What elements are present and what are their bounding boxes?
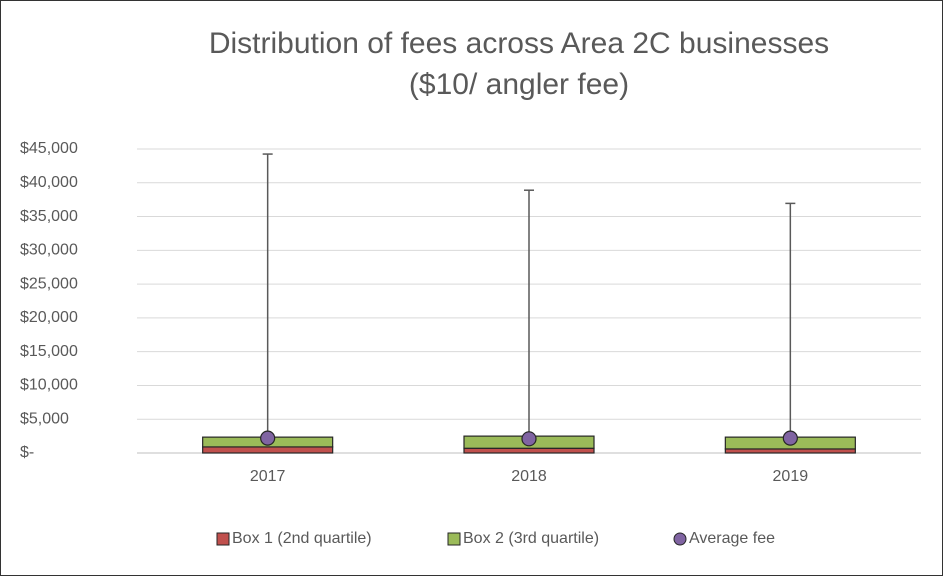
y-tick-label: $5,000 [20,410,69,427]
average-marker [260,430,276,446]
x-tick-label: 2018 [511,468,547,485]
box-segment [724,448,856,454]
y-tick-label: $20,000 [20,309,78,326]
y-tick-label: $40,000 [20,174,78,191]
x-tick-label: 2019 [773,468,809,485]
average-marker [782,430,798,446]
y-tick-label: $- [20,444,34,461]
legend-label: Box 2 (3rd quartile) [463,530,599,547]
y-tick-label: $25,000 [20,275,78,292]
y-tick-label: $35,000 [20,208,78,225]
legend-label: Box 1 (2nd quartile) [232,530,372,547]
y-tick-label: $10,000 [20,377,78,394]
legend-marker [673,532,687,546]
y-tick-label: $45,000 [20,140,78,157]
box-segment [202,446,334,454]
average-marker [521,431,537,447]
legend-swatch [216,532,230,546]
legend-label: Average fee [689,530,775,547]
chart-title: ($10/ angler fee) [409,68,629,101]
x-tick-label: 2017 [250,468,286,485]
y-tick-label: $15,000 [20,343,78,360]
box-segment [463,447,595,454]
legend-swatch [447,532,461,546]
chart-title: Distribution of fees across Area 2C busi… [209,27,829,60]
y-tick-label: $30,000 [20,242,78,259]
